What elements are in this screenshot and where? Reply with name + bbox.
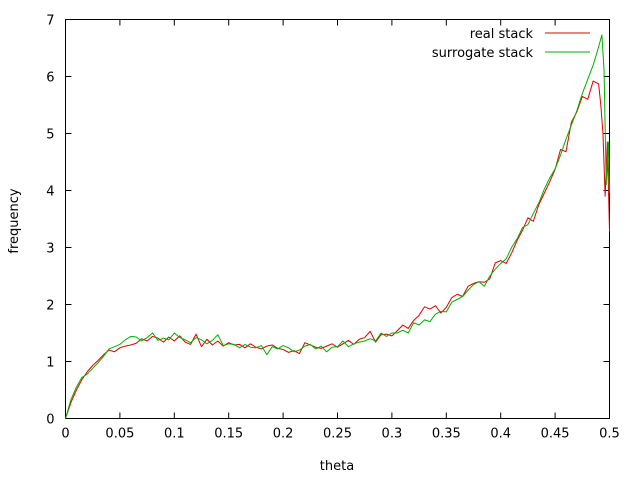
y-tick-label: 3: [46, 242, 54, 257]
y-tick-label: 0: [46, 413, 54, 428]
x-tick-label: 0.3: [382, 427, 403, 442]
y-tick-label: 6: [46, 71, 54, 86]
x-tick-label: 0.2: [273, 427, 294, 442]
y-tick-label: 7: [46, 14, 54, 29]
x-tick-label: 0.4: [490, 427, 511, 442]
x-tick-label: 0.5: [599, 427, 620, 442]
x-axis-label: theta: [320, 459, 354, 474]
x-tick-label: 0.05: [105, 427, 134, 442]
legend: real stack surrogate stack: [432, 27, 590, 61]
x-axis-ticks: 0 0.05 0.1 0.15 0.2 0.25 0.3 0.35 0.4 0.45 0.5: [61, 19, 620, 442]
y-tick-label: 4: [46, 185, 54, 200]
y-tick-label: 1: [46, 356, 54, 371]
x-tick-label: 0.35: [432, 427, 461, 442]
y-axis-ticks: 0 1 2 3 4 5 6 7: [46, 14, 610, 428]
y-tick-label: 2: [46, 299, 54, 314]
x-tick-label: 0.25: [323, 427, 352, 442]
legend-label: real stack: [470, 27, 534, 42]
legend-label: surrogate stack: [432, 46, 534, 61]
x-tick-label: 0.15: [214, 427, 243, 442]
series-layer: [65, 34, 610, 419]
x-tick-label: 0.1: [164, 427, 185, 442]
y-axis-label: frequency: [7, 188, 22, 254]
series-line-real-stack: [65, 80, 610, 419]
x-tick-label: 0: [61, 427, 69, 442]
series-line-surrogate-stack: [65, 34, 610, 419]
x-tick-label: 0.45: [541, 427, 570, 442]
y-tick-label: 5: [46, 128, 54, 143]
